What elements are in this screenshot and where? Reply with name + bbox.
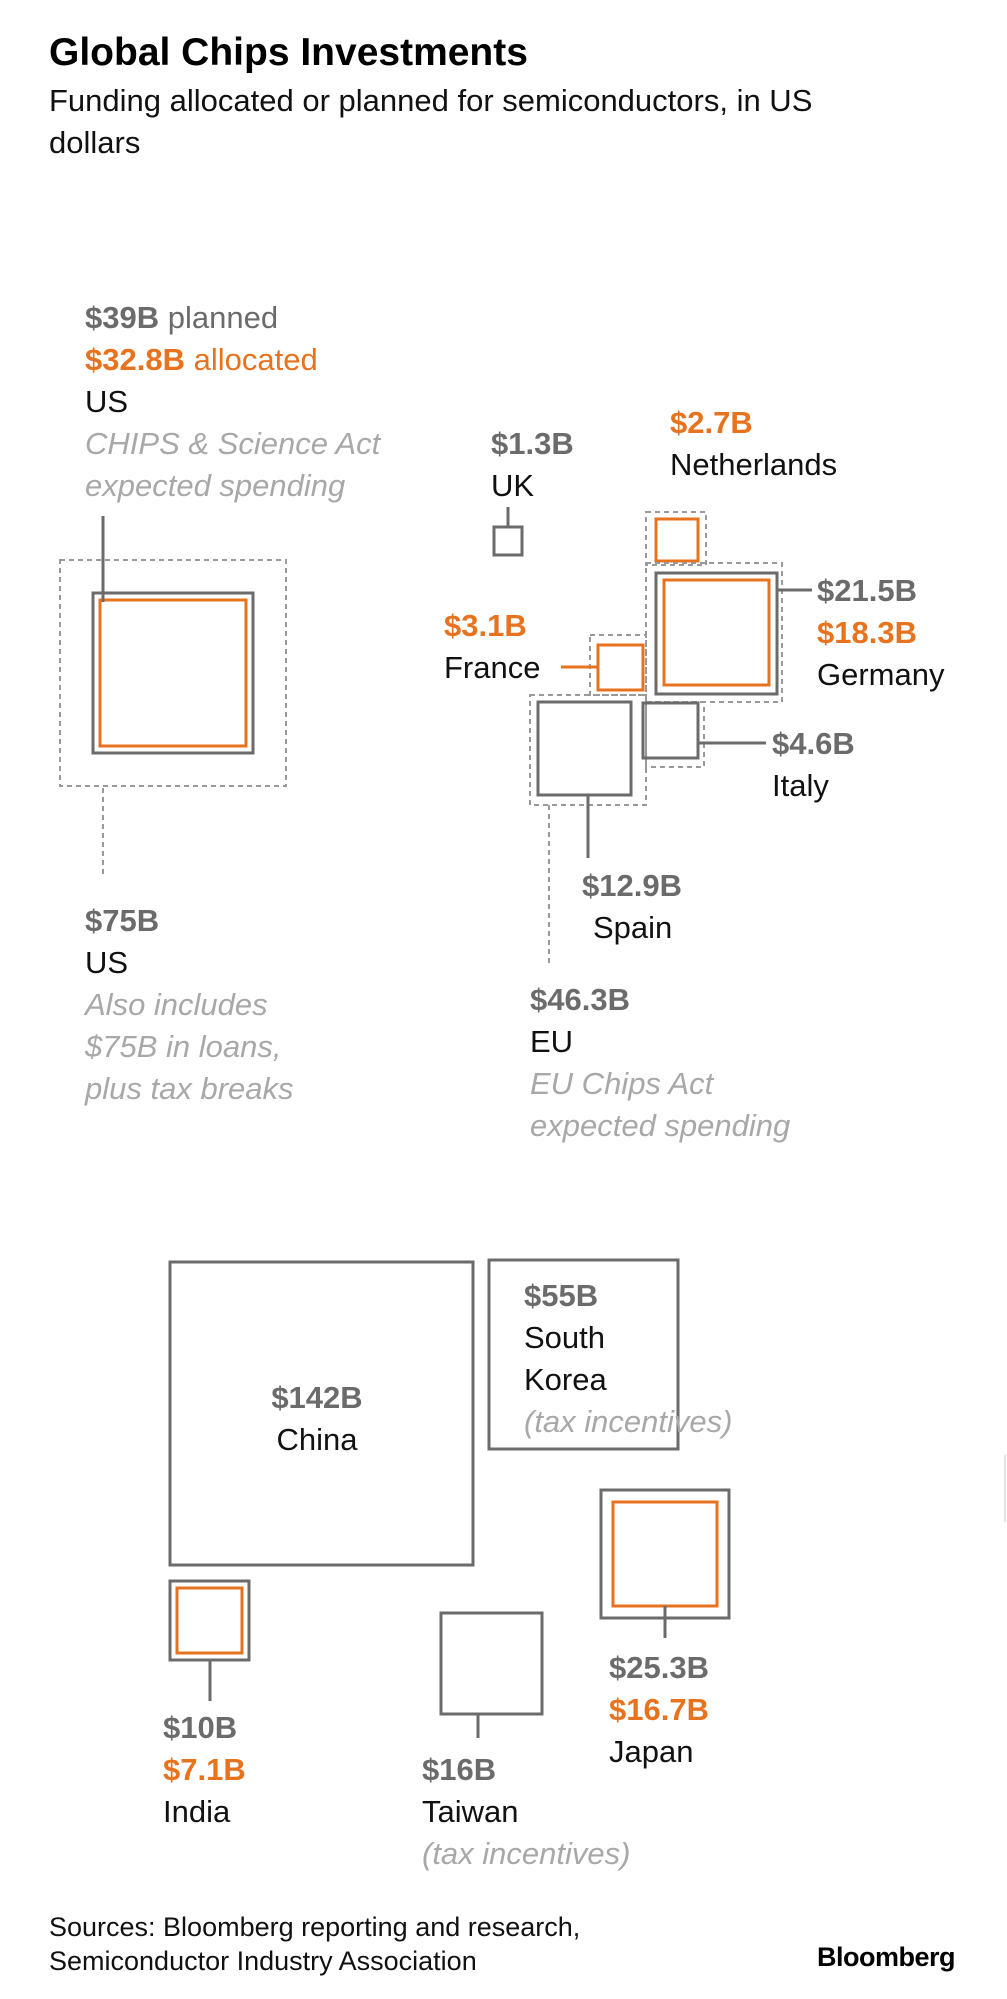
us-planned-square <box>91 591 255 755</box>
south-korea-square <box>487 1258 680 1451</box>
germany-allocated-square <box>662 578 771 687</box>
eu-country: EU <box>530 1024 573 1059</box>
bloomberg-logo: Bloomberg <box>817 1942 955 1972</box>
us-chips-allocated-value: $32.8B <box>85 342 185 377</box>
us-total-country: US <box>85 945 128 980</box>
france-dashed-square <box>589 634 647 696</box>
uk-value: $1.3B <box>491 426 574 461</box>
germany-planned-square <box>654 571 779 696</box>
japan-planned-square <box>599 1488 731 1620</box>
eu-note-2: expected spending <box>530 1108 790 1143</box>
eu-note-1: EU Chips Act <box>530 1066 715 1101</box>
india-planned-square <box>168 1579 251 1662</box>
source-line-1: Sources: Bloomberg reporting and researc… <box>49 1912 580 1942</box>
legend-allocated-word: allocated <box>185 342 318 377</box>
france-country: France <box>444 650 540 685</box>
spain-value: $12.9B <box>582 868 682 903</box>
france-value: $3.1B <box>444 608 527 643</box>
china-value: $142B <box>271 1380 362 1415</box>
us-chips-label-allocated: $32.8B allocated <box>85 342 318 377</box>
spain-country: Spain <box>593 910 672 945</box>
spain-dashed-square <box>529 694 647 806</box>
italy-country: Italy <box>772 768 829 803</box>
taiwan-square <box>439 1611 544 1716</box>
eu-value: $46.3B <box>530 982 630 1017</box>
us-total-value: $75B <box>85 903 159 938</box>
south-korea-note: (tax incentives) <box>524 1404 732 1439</box>
chart-subtitle-line1: Funding allocated or planned for semicon… <box>49 83 812 118</box>
us-total-note-3: plus tax breaks <box>84 1071 294 1106</box>
us-chips-note-1: CHIPS & Science Act <box>85 426 382 461</box>
asia-group: $142B China $55B South Korea (tax incent… <box>163 1258 732 1871</box>
japan-country: Japan <box>609 1734 693 1769</box>
uk-square <box>492 525 524 557</box>
us-total-note-2: $75B in loans, <box>84 1029 281 1064</box>
china-square <box>168 1260 475 1567</box>
germany-country: Germany <box>817 657 945 692</box>
legend-planned-word: planned <box>159 300 278 335</box>
india-planned-value: $10B <box>163 1710 237 1745</box>
germany-allocated-value: $18.3B <box>817 615 917 650</box>
china-country: China <box>277 1422 359 1457</box>
us-chips-label-planned: $39B planned <box>85 300 278 335</box>
chart-title: Global Chips Investments <box>49 31 528 74</box>
taiwan-country: Taiwan <box>422 1794 519 1829</box>
chart-subtitle-line2: dollars <box>49 125 140 160</box>
uk-group: $1.3B UK <box>491 426 574 557</box>
taiwan-note: (tax incentives) <box>422 1836 630 1871</box>
india-allocated-square <box>175 1586 244 1655</box>
germany-planned-value: $21.5B <box>817 573 917 608</box>
japan-planned-value: $25.3B <box>609 1650 709 1685</box>
south-korea-value: $55B <box>524 1278 598 1313</box>
south-korea-country-2: Korea <box>524 1362 607 1397</box>
us-total-dashed-square <box>59 559 287 787</box>
netherlands-dashed-square <box>645 511 707 566</box>
india-allocated-value: $7.1B <box>163 1752 246 1787</box>
netherlands-value: $2.7B <box>670 405 753 440</box>
us-total-note-1: Also includes <box>83 987 268 1022</box>
india-country: India <box>163 1794 231 1829</box>
italy-square <box>641 701 700 760</box>
italy-value: $4.6B <box>772 726 855 761</box>
us-group: $39B planned $32.8B allocated US CHIPS &… <box>59 300 382 1106</box>
japan-allocated-square <box>611 1500 719 1608</box>
netherlands-square <box>654 517 700 563</box>
source-line-2: Semiconductor Industry Association <box>49 1946 477 1976</box>
us-allocated-square <box>98 598 248 748</box>
netherlands-country: Netherlands <box>670 447 837 482</box>
uk-country: UK <box>491 468 534 503</box>
spain-square <box>536 700 633 797</box>
germany-dashed-square <box>645 562 783 703</box>
eu-group: $2.7B Netherlands $21.5B $18.3B Germany … <box>444 405 945 1143</box>
taiwan-value: $16B <box>422 1752 496 1787</box>
us-chips-note-2: expected spending <box>85 468 345 503</box>
japan-allocated-value: $16.7B <box>609 1692 709 1727</box>
us-chips-country: US <box>85 384 128 419</box>
us-chips-planned-value: $39B <box>85 300 159 335</box>
south-korea-country-1: South <box>524 1320 605 1355</box>
france-square <box>596 643 645 692</box>
